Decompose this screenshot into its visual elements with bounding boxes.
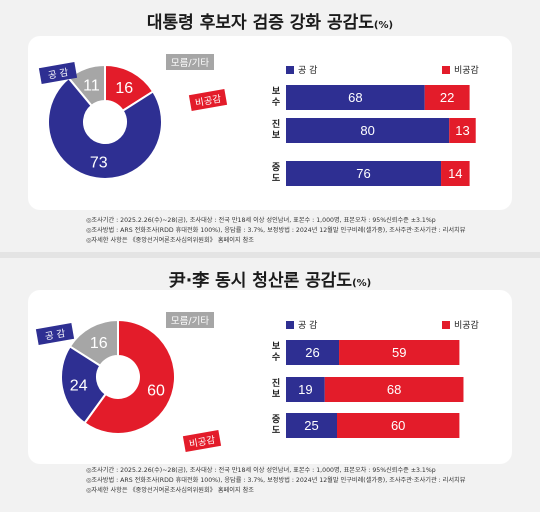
bar-value-label: 80 <box>360 123 374 138</box>
callout-label: 모름/기타 <box>171 316 209 327</box>
bar-segment <box>324 377 464 402</box>
bar-segment <box>286 340 340 365</box>
note-line: ◎조사방법 : ARS 전화조사(RDD 휴대전화 100%), 응답률 : 3… <box>86 227 466 234</box>
slice-value-label: 16 <box>90 335 108 352</box>
pie-callout: 비공감 <box>182 429 222 453</box>
callout-box <box>35 322 75 346</box>
callout-box <box>188 88 228 112</box>
legend-swatch <box>442 66 450 74</box>
bar-value-label: 76 <box>356 166 370 181</box>
chart-section-1: 대통령 후보자 검증 강화 공감도(%) 11 16 73 공 감 비공감 모름/기타 공 … <box>0 13 540 258</box>
bar-segment <box>424 85 470 110</box>
bar-segment <box>286 85 425 110</box>
bar-value-label: 25 <box>304 418 318 433</box>
bar-segment <box>339 340 460 365</box>
bar-value-label: 68 <box>387 382 401 397</box>
slice-value-label: 24 <box>70 377 88 394</box>
bar-value-label: 26 <box>305 345 319 360</box>
pie-callout: 모름/기타 <box>166 312 214 328</box>
legend-swatch <box>286 66 294 74</box>
note-line: ◎조사기간 : 2025.2.26(수)~28(금), 조사대상 : 전국 만1… <box>86 467 436 474</box>
bar-value-label: 13 <box>455 123 469 138</box>
bar-segment <box>337 413 460 438</box>
note-line: ◎조사방법 : ARS 전화조사(RDD 휴대전화 100%), 응답률 : 3… <box>86 477 466 484</box>
pie-callout: 공 감 <box>38 61 78 85</box>
category-label: 수 <box>272 352 280 363</box>
callout-label: 모름/기타 <box>171 58 209 69</box>
chart-title: 대통령 후보자 검증 강화 공감도(%) <box>146 13 394 33</box>
chart-title: 尹·李 동시 청산론 공감도(%) <box>168 271 372 291</box>
pie-callout: 비공감 <box>188 88 228 112</box>
slice-value-label: 11 <box>83 77 100 94</box>
pie-callout: 공 감 <box>35 322 75 346</box>
chart-section-2: 尹·李 동시 청산론 공감도(%) 16 60 24 공 감 비공감 모름/기타 공 감 비공… <box>0 258 540 512</box>
legend-label: 비공감 <box>454 319 479 331</box>
survey-notes: ◎조사기간 : 2025.2.26(수)~28(금), 조사대상 : 전국 만1… <box>86 216 516 246</box>
bar-value-label: 14 <box>448 166 462 181</box>
survey-notes: ◎조사기간 : 2025.2.26(수)~28(금), 조사대상 : 전국 만1… <box>86 466 516 496</box>
category-label: 보 <box>272 86 281 97</box>
category-label: 보 <box>272 341 281 352</box>
callout-box <box>182 429 222 453</box>
bar-segment <box>449 118 476 143</box>
bar-segment <box>286 118 450 143</box>
slice-value-label: 60 <box>147 382 165 399</box>
category-label: 보 <box>272 389 281 400</box>
pie-hole <box>84 101 126 143</box>
legend-label: 공 감 <box>298 64 317 76</box>
pie-callout: 모름/기타 <box>166 54 214 70</box>
note-line: ◎자세한 사항은 《중앙선거여론조사심의위원회》 홈페이지 참조 <box>86 237 254 244</box>
bar-value-label: 68 <box>348 90 362 105</box>
category-label: 보 <box>272 130 281 141</box>
legend-swatch <box>442 321 450 329</box>
pie-hole <box>97 356 139 398</box>
category-label: 수 <box>272 97 280 108</box>
callout-box <box>166 312 214 328</box>
category-label: 진 <box>272 118 280 130</box>
legend-label: 공 감 <box>298 319 317 331</box>
legend-label: 비공감 <box>454 64 479 76</box>
bar-segment <box>286 377 325 402</box>
bar-value-label: 19 <box>298 382 312 397</box>
category-label: 진 <box>272 377 280 389</box>
section-divider <box>0 252 540 258</box>
bar-value-label: 22 <box>440 90 454 105</box>
note-line: ◎조사기간 : 2025.2.26(수)~28(금), 조사대상 : 전국 만1… <box>86 217 436 224</box>
callout-label: 비공감 <box>188 434 216 450</box>
callout-box <box>38 61 78 85</box>
bar-segment <box>441 161 470 186</box>
category-label: 중 <box>272 414 280 425</box>
category-label: 도 <box>272 173 281 184</box>
bar-segment <box>286 161 442 186</box>
bar-segment <box>286 413 337 438</box>
note-line: ◎자세한 사항은 《중앙선거여론조사심의위원회》 홈페이지 참조 <box>86 487 254 494</box>
category-label: 도 <box>272 425 281 436</box>
bar-value-label: 59 <box>392 345 406 360</box>
callout-label: 비공감 <box>194 93 222 109</box>
slice-value-label: 16 <box>115 80 133 97</box>
legend-swatch <box>286 321 294 329</box>
callout-label: 공 감 <box>47 66 70 81</box>
bar-value-label: 60 <box>391 418 405 433</box>
callout-box <box>166 54 214 70</box>
slice-value-label: 73 <box>90 155 108 172</box>
category-label: 중 <box>272 162 280 173</box>
callout-label: 공 감 <box>44 327 67 342</box>
